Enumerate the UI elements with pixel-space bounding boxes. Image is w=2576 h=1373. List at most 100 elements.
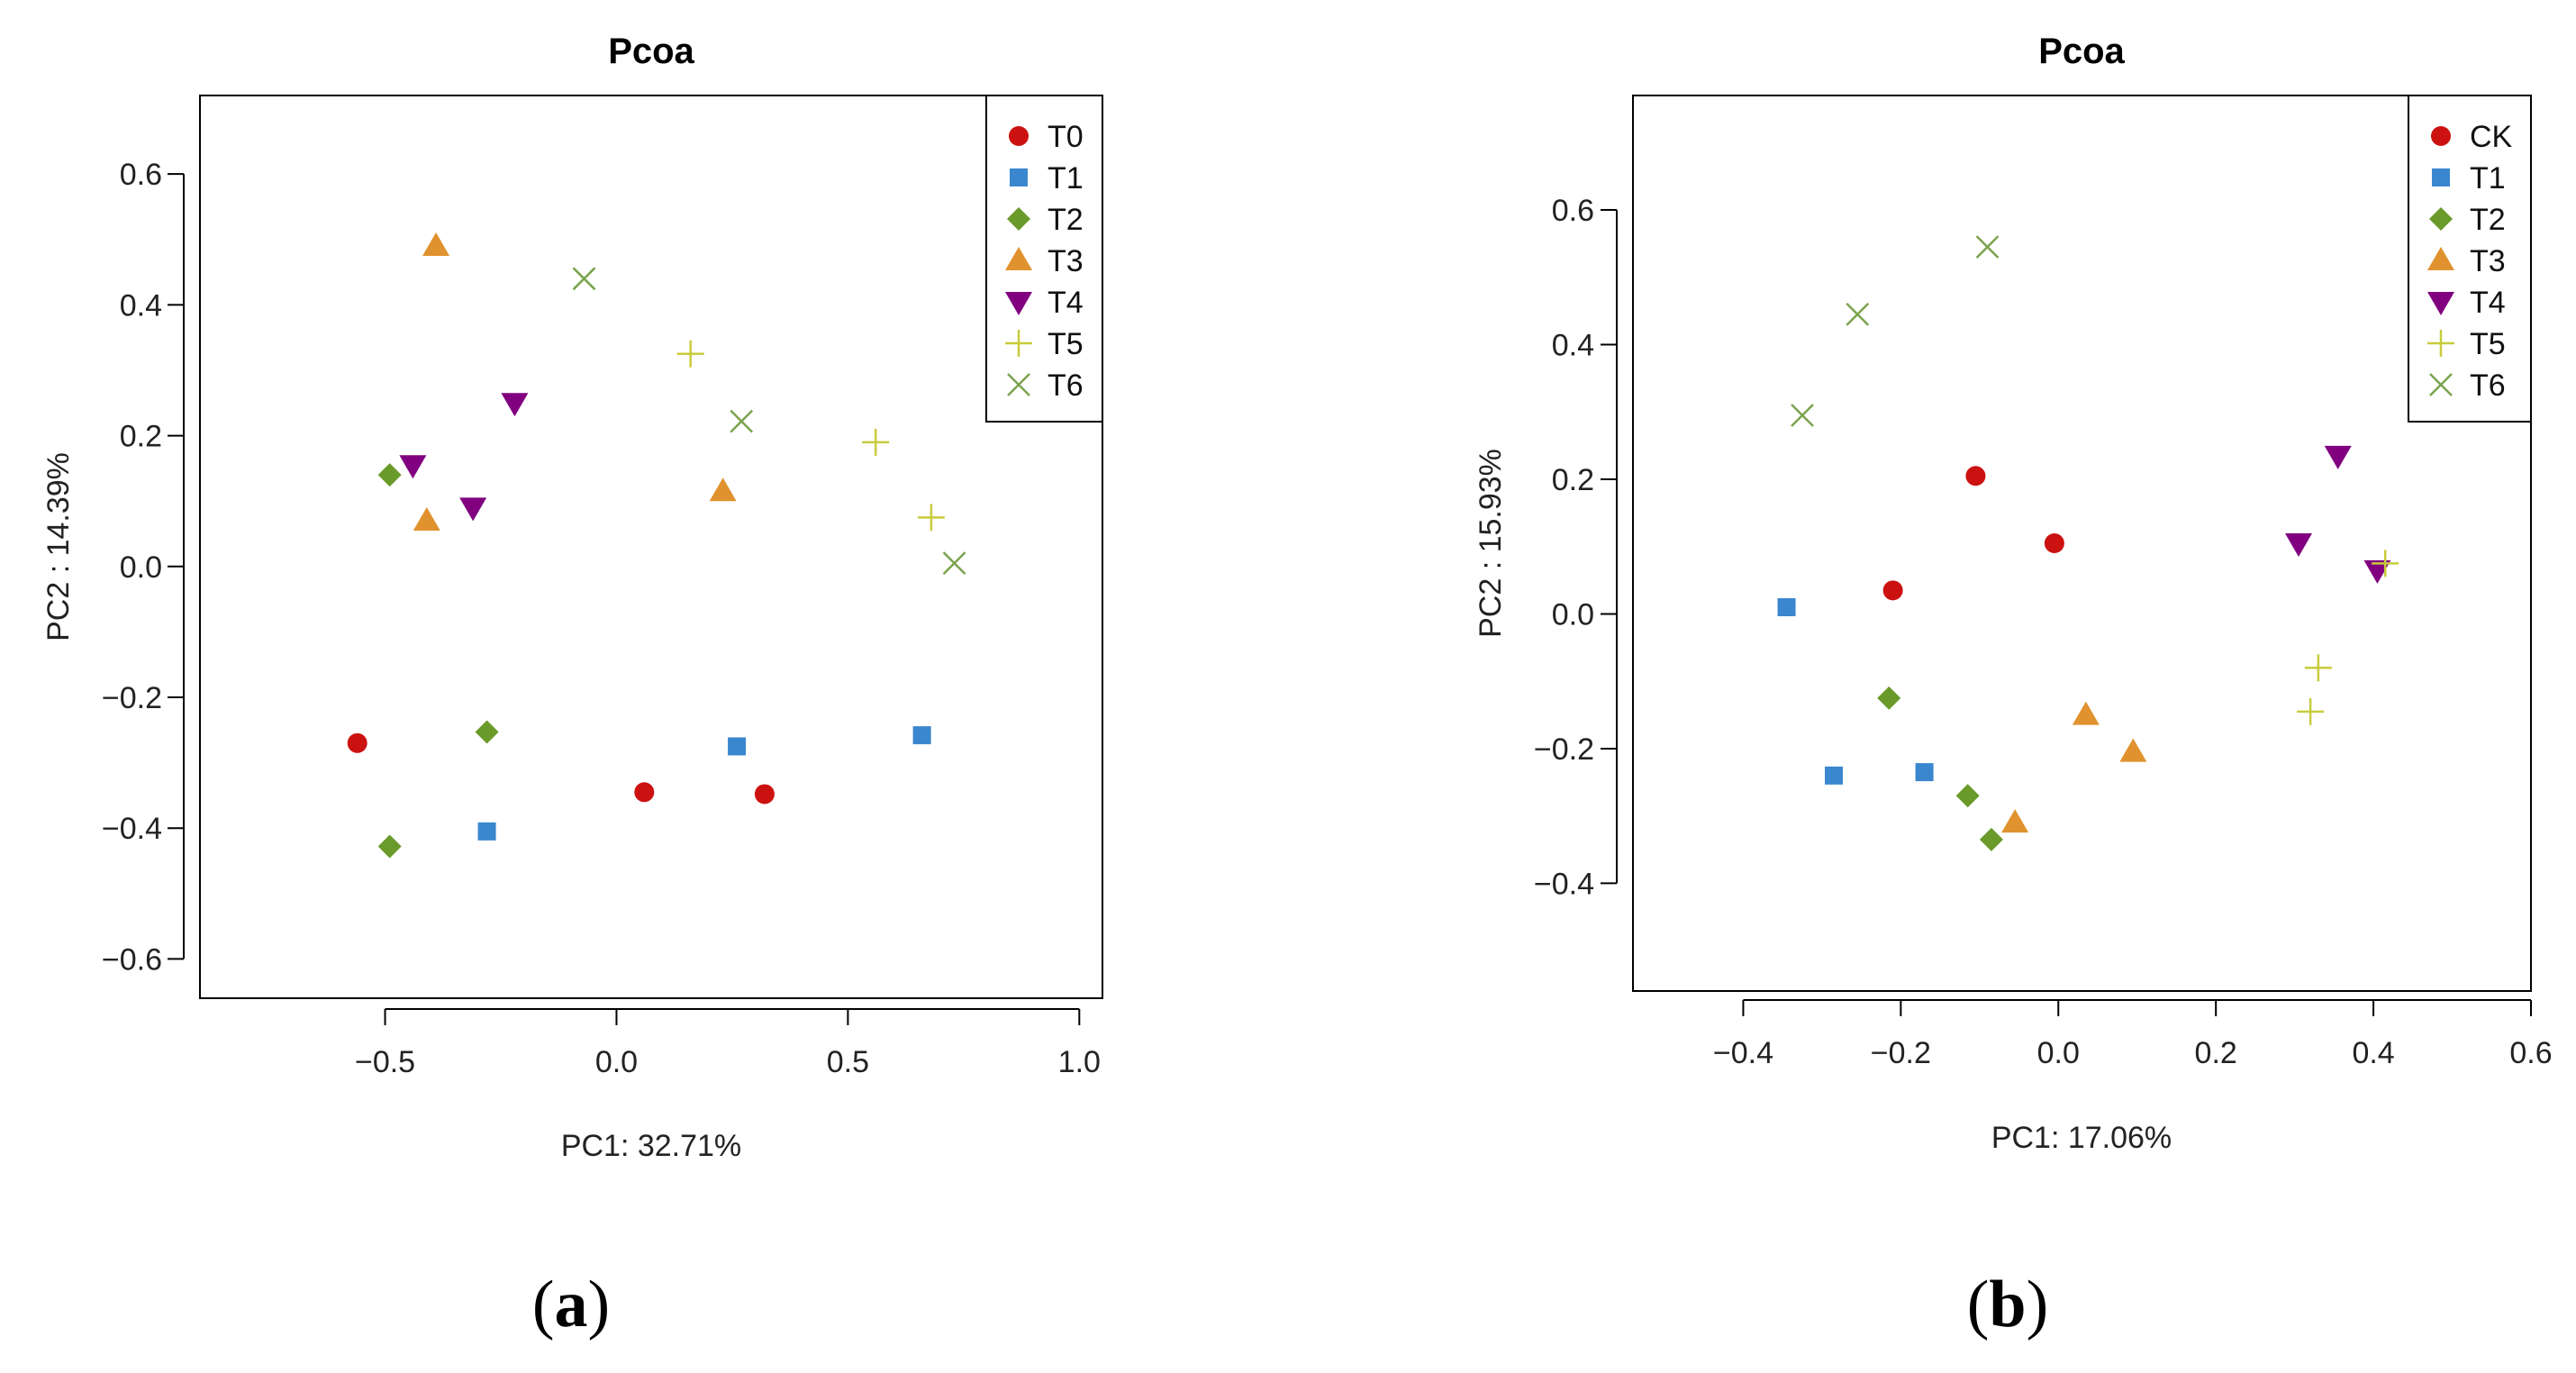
panel-a-y-tick-label: 0.0	[120, 550, 162, 585]
panel-a-point-t6	[942, 551, 966, 576]
panel-b-point-t2	[1979, 827, 2003, 851]
panel-b-point-t5	[2304, 654, 2332, 682]
panel-b-label-open: (	[1967, 1268, 1990, 1341]
panel-a-legend-marker-t3	[1005, 247, 1032, 270]
panel-a-point-t5	[862, 428, 890, 456]
panel-a-legend-label-t1: T1	[1048, 161, 1084, 195]
panel-b-x-tick-label: 0.0	[2037, 1036, 2080, 1070]
panel-b-legend-label-ck: CK	[2470, 120, 2513, 154]
panel-b-legend-label-t1: T1	[2470, 161, 2506, 195]
panel-b-legend-label-t6: T6	[2470, 368, 2506, 403]
panel-a-legend-marker-t6	[1007, 373, 1030, 396]
panel-b-legend-label-t3: T3	[2470, 244, 2506, 278]
panel-a-legend-marker-t0	[1009, 126, 1029, 146]
panel-b-label: (b)	[1967, 1268, 2048, 1341]
panel-b-legend-marker-ck	[2431, 126, 2451, 146]
panel-b-point-t2	[1955, 784, 1980, 808]
panel-b-point-t6	[1846, 303, 1870, 326]
panel-a-legend-label-t4: T4	[1048, 286, 1084, 320]
panel-b-point-t1	[1915, 763, 1934, 782]
panel-b-point-t3	[2072, 701, 2100, 725]
panel-b-x-tick-label: 0.2	[2195, 1036, 2237, 1070]
panel-b-legend-marker-t3	[2427, 247, 2454, 270]
panel-a-legend-marker-t2	[1007, 207, 1030, 231]
panel-a-y-tick-label: 0.2	[120, 420, 162, 454]
panel-a-point-t2	[377, 463, 402, 487]
panel-a-point-t3	[422, 232, 450, 256]
panel-b-title: Pcoa	[2038, 32, 2125, 71]
panel-b-point-ck	[2044, 533, 2064, 553]
panel-a-point-t5	[676, 340, 704, 368]
panel-b-point-t2	[1877, 686, 1901, 710]
panel-a-x-tick-label: 1.0	[1058, 1045, 1101, 1079]
panel-a-point-t0	[754, 784, 775, 805]
panel-b-point-t6	[1791, 404, 1814, 427]
panel-a-legend-label-t6: T6	[1048, 368, 1084, 403]
panel-b-pcoa-plot: Pcoa −0.4 −0.2 0.0 0.2 0.4 0.6 −0.4 −0.2 0.0 0.2…	[1474, 32, 2553, 1155]
panel-a-pcoa-plot: Pcoa −0.5 0.0 0.5 1.0 −0.6 −0.4 −0.2 0.0 0.2 0.4…	[41, 32, 1103, 1163]
panel-a-point-t4	[399, 455, 427, 479]
panel-a-plot-frame	[199, 95, 1103, 999]
panel-b-legend-label-t4: T4	[2470, 286, 2506, 320]
panel-b-point-t3	[2119, 738, 2147, 762]
panel-b-y-tick-label: 0.6	[1552, 194, 1594, 228]
panel-a-y-axis-label: PC2 : 14.39%	[41, 452, 76, 641]
panel-a-y-tick-label: 0.6	[120, 158, 162, 192]
panel-b-x-axis-label: PC1: 17.06%	[1991, 1121, 2172, 1155]
panel-b-point-t4	[2285, 533, 2313, 557]
panel-b-point-t1	[1825, 766, 1844, 785]
panel-b-y-tick-label: 0.4	[1552, 329, 1594, 363]
panel-a-point-t6	[730, 409, 754, 433]
panel-a-legend: T0 T1 T2 T3 T4 T5 T6	[1005, 120, 1084, 403]
panel-b-legend-marker-t4	[2427, 292, 2454, 315]
panel-a-label-close: )	[588, 1268, 611, 1341]
panel-b-x-tick-label: −0.2	[1871, 1036, 1931, 1070]
panel-b-point-t3	[2001, 809, 2029, 833]
panel-b-y-tick-label: 0.2	[1552, 463, 1594, 497]
panel-b-plot-frame	[1632, 95, 2532, 992]
panel-b-label-letter: b	[1989, 1268, 2026, 1341]
panel-a-label: (a)	[532, 1268, 610, 1341]
panel-a-point-t0	[347, 732, 367, 753]
panel-a-points	[347, 232, 966, 859]
panel-b-legend-marker-t2	[2429, 207, 2453, 231]
panel-b-label-close: )	[2027, 1268, 2049, 1341]
panel-a-point-t2	[475, 720, 499, 744]
panel-b-y-tick-label: −0.2	[1534, 732, 1594, 767]
panel-b-x-tick-label: 0.6	[2509, 1036, 2552, 1070]
panel-b-point-t6	[1975, 235, 2000, 259]
panel-a-point-t0	[634, 782, 655, 803]
panel-b-point-t4	[2324, 445, 2352, 469]
panel-a-point-t3	[709, 477, 737, 502]
panel-a-point-t6	[572, 267, 596, 291]
panel-a-legend-marker-t1	[1010, 168, 1028, 186]
panel-a-legend-label-t2: T2	[1048, 203, 1084, 237]
panel-b-points	[1777, 235, 2399, 851]
panel-b-legend: CK T1 T2 T3 T4 T5 T6	[2427, 120, 2513, 403]
panel-a-legend-label-t0: T0	[1048, 120, 1084, 154]
panel-a-legend-label-t3: T3	[1048, 244, 1084, 278]
panel-a-legend-marker-t5	[1005, 330, 1032, 357]
panel-a-x-tick-label: 0.5	[827, 1045, 869, 1079]
panel-a-point-t1	[912, 726, 931, 745]
panel-a-label-open: (	[532, 1268, 555, 1341]
panel-a-legend-label-t5: T5	[1048, 327, 1084, 361]
panel-a-legend-marker-t4	[1005, 292, 1032, 315]
panel-a-title: Pcoa	[608, 32, 694, 71]
panel-a-point-t2	[377, 834, 402, 859]
panel-a-x-axis-label: PC1: 32.71%	[561, 1129, 741, 1163]
panel-a-y-tick-label: −0.4	[102, 812, 162, 846]
panel-b-point-t5	[2297, 697, 2325, 725]
panel-b-legend-box	[2408, 95, 2532, 423]
panel-b-point-t5	[2372, 550, 2399, 577]
panel-a-y-tick-label: −0.6	[102, 942, 162, 977]
panel-a-x-axis: −0.5 0.0 0.5 1.0	[355, 1008, 1101, 1079]
panel-a-point-t1	[728, 737, 747, 756]
panel-b-legend-marker-t6	[2429, 373, 2453, 396]
panel-a-x-tick-label: −0.5	[355, 1045, 415, 1079]
panel-b-point-ck	[1965, 466, 1986, 486]
panel-b-y-tick-label: 0.0	[1552, 597, 1594, 632]
panel-b-x-axis: −0.4 −0.2 0.0 0.2 0.4 0.6	[1713, 999, 2553, 1070]
panel-b-y-tick-label: −0.4	[1534, 867, 1594, 901]
